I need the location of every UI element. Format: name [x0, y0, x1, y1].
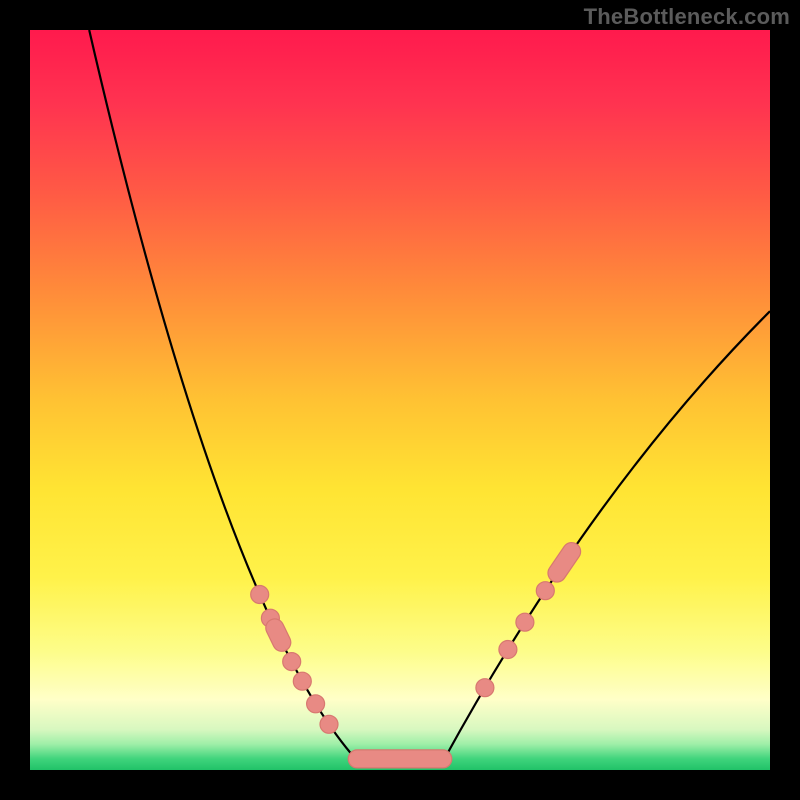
left-marker-2 — [283, 653, 301, 671]
right-marker-1 — [499, 641, 517, 659]
left-marker-5 — [320, 715, 338, 733]
bottleneck-chart — [0, 0, 800, 800]
left-marker-3 — [293, 672, 311, 690]
right-marker-0 — [476, 679, 494, 697]
plot-background — [30, 30, 770, 770]
watermark-text: TheBottleneck.com — [584, 4, 790, 30]
bottom-pill-marker — [348, 750, 452, 768]
right-marker-3 — [536, 582, 554, 600]
left-marker-0 — [251, 586, 269, 604]
left-marker-4 — [307, 695, 325, 713]
right-marker-2 — [516, 613, 534, 631]
